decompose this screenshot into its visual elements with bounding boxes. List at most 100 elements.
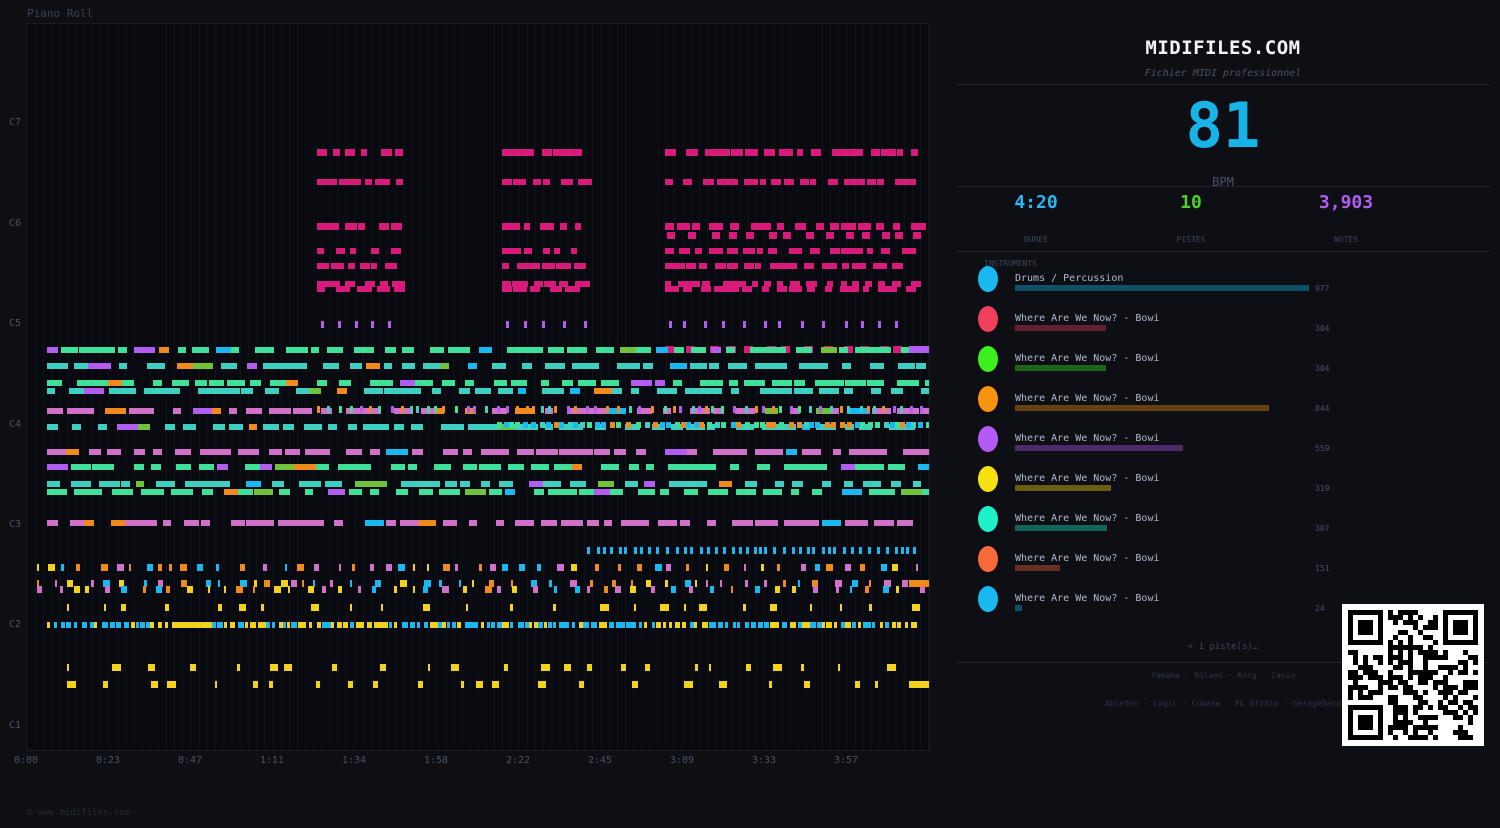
chord-note bbox=[776, 388, 792, 394]
chord-note bbox=[821, 347, 837, 353]
brands-line-1: Yamaha · Roland · Korg · Casio bbox=[1150, 671, 1296, 680]
chord-note bbox=[567, 347, 587, 353]
instrument-row[interactable]: Where Are We Now? - Bowi 151 bbox=[978, 546, 1358, 586]
bass-note bbox=[634, 547, 637, 554]
melody-note bbox=[556, 263, 571, 269]
melody-note bbox=[317, 263, 329, 269]
bass-note bbox=[702, 622, 708, 628]
chord-note bbox=[423, 363, 444, 369]
chord-note bbox=[870, 363, 884, 369]
qr-module bbox=[1473, 660, 1478, 665]
chord-note bbox=[637, 408, 652, 414]
chord-note bbox=[338, 464, 361, 470]
bass-note bbox=[352, 564, 355, 571]
chord-note bbox=[72, 424, 81, 430]
chord-note bbox=[562, 489, 577, 495]
melody-note bbox=[827, 281, 833, 287]
melody-note bbox=[686, 263, 696, 269]
bass-note bbox=[909, 681, 929, 688]
instrument-row[interactable]: Where Are We Now? - Bowi 24 bbox=[978, 586, 1358, 626]
chord-note bbox=[227, 380, 245, 386]
qr-module bbox=[1363, 670, 1368, 675]
melody-note bbox=[826, 232, 834, 239]
qr-code[interactable] bbox=[1342, 604, 1484, 746]
chord-note bbox=[617, 406, 620, 413]
chord-note bbox=[532, 406, 535, 413]
chord-note bbox=[554, 422, 559, 428]
qr-module bbox=[1388, 675, 1393, 680]
qr-module bbox=[1393, 725, 1398, 730]
qr-module bbox=[1408, 665, 1413, 670]
qr-module bbox=[1413, 725, 1418, 730]
chord-note bbox=[71, 464, 91, 470]
chord-note bbox=[765, 347, 786, 353]
melody-note bbox=[895, 179, 909, 185]
qr-module bbox=[1353, 680, 1358, 685]
bass-note bbox=[327, 622, 333, 628]
qr-module bbox=[1438, 705, 1443, 710]
chord-note bbox=[279, 489, 290, 495]
melody-note bbox=[365, 179, 372, 185]
instrument-row[interactable]: Where Are We Now? - Bowi 319 bbox=[978, 466, 1358, 506]
bass-note bbox=[675, 622, 680, 628]
bass-note bbox=[615, 586, 621, 593]
chord-note bbox=[402, 363, 415, 369]
instrument-row[interactable]: Where Are We Now? - Bowi 844 bbox=[978, 386, 1358, 426]
bass-note bbox=[116, 622, 121, 628]
instrument-color-dot bbox=[978, 386, 998, 412]
bass-note bbox=[699, 604, 707, 611]
chord-note bbox=[779, 422, 784, 428]
qr-module bbox=[1393, 710, 1398, 715]
instrument-row[interactable]: Where Are We Now? - Bowi 559 bbox=[978, 426, 1358, 466]
chord-note bbox=[47, 424, 58, 430]
qr-module bbox=[1398, 675, 1403, 680]
bass-note bbox=[291, 622, 297, 628]
qr-module bbox=[1378, 660, 1383, 665]
chord-note bbox=[400, 520, 420, 526]
instrument-row[interactable]: Where Are We Now? - Bowi 304 bbox=[978, 306, 1358, 346]
bass-note bbox=[616, 622, 621, 628]
chord-note bbox=[845, 380, 866, 386]
bass-note bbox=[639, 622, 642, 628]
instrument-row[interactable]: Where Are We Now? - Bowi 304 bbox=[978, 346, 1358, 386]
melody-note bbox=[385, 263, 397, 269]
chord-note bbox=[873, 464, 884, 470]
chord-note bbox=[473, 406, 476, 413]
chord-note bbox=[125, 520, 148, 526]
melody-note bbox=[683, 286, 692, 292]
melody-note bbox=[850, 286, 859, 292]
chord-note bbox=[713, 408, 724, 414]
qr-module bbox=[1393, 705, 1398, 710]
bass-note bbox=[559, 622, 565, 628]
bass-note bbox=[47, 622, 50, 628]
chord-note bbox=[863, 449, 883, 455]
melody-note bbox=[777, 286, 787, 292]
chord-note bbox=[771, 422, 776, 428]
melody-note bbox=[841, 281, 847, 287]
qr-module bbox=[1358, 690, 1363, 695]
chord-note bbox=[772, 406, 775, 413]
instrument-row[interactable]: Drums / Percussion 977 bbox=[978, 266, 1358, 306]
melody-note bbox=[832, 149, 844, 156]
chord-note bbox=[99, 481, 120, 487]
bass-note bbox=[430, 622, 434, 628]
chord-note bbox=[636, 449, 646, 455]
bass-note bbox=[906, 547, 909, 554]
bass-note bbox=[497, 586, 501, 593]
instrument-note-count: 304 bbox=[1315, 324, 1330, 333]
bass-note bbox=[557, 564, 564, 571]
bass-note bbox=[676, 547, 679, 554]
chord-note bbox=[816, 408, 835, 414]
chord-note bbox=[328, 424, 337, 430]
bass-note bbox=[510, 622, 513, 628]
qr-module bbox=[1348, 675, 1353, 680]
chord-note bbox=[417, 481, 440, 487]
instrument-row[interactable]: Where Are We Now? - Bowi 307 bbox=[978, 506, 1358, 546]
chord-note bbox=[200, 449, 220, 455]
qr-module bbox=[1398, 680, 1403, 685]
chord-note bbox=[809, 422, 814, 428]
melody-note bbox=[906, 286, 916, 292]
chord-note bbox=[427, 406, 430, 413]
qr-module bbox=[1423, 720, 1428, 725]
bass-note bbox=[828, 547, 831, 554]
